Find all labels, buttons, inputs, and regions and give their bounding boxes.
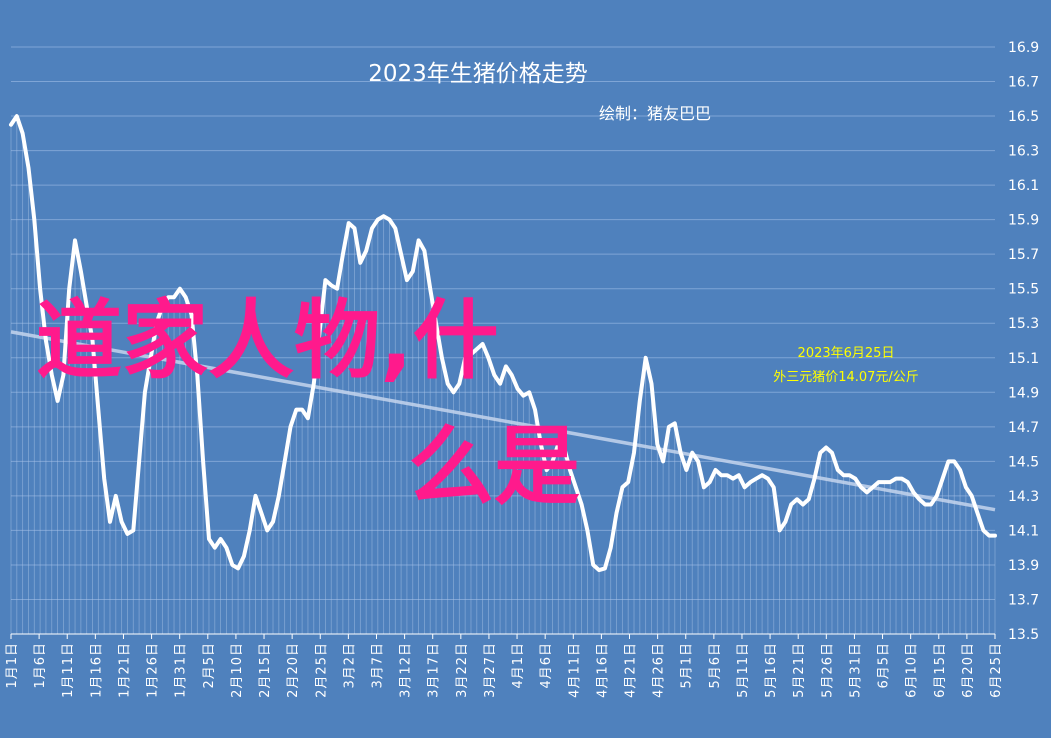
x-tick-label: 4月1日 xyxy=(511,642,526,689)
y-tick-label: 14.1 xyxy=(1008,523,1039,539)
x-tick-label: 5月31日 xyxy=(848,642,863,698)
x-tick-label: 4月26日 xyxy=(652,642,667,698)
x-tick-label: 1月16日 xyxy=(89,642,104,698)
x-axis-ticks: 1月1日 1月6日 1月11日 1月16日 1月21日 1月26日 1月31日 2月5日 2月1… xyxy=(5,634,1004,698)
x-tick-label: 3月7日 xyxy=(370,642,385,689)
annotation-price: 外三元猪价14.07元/公斤 xyxy=(773,370,919,385)
y-tick-label: 15.1 xyxy=(1008,351,1039,367)
value-drop-lines xyxy=(10,116,996,634)
x-tick-label: 1月11日 xyxy=(61,642,76,698)
watermark-line-1: 道家人物,什 xyxy=(36,291,499,391)
y-tick-label: 15.3 xyxy=(1008,316,1039,332)
x-tick-label: 6月15日 xyxy=(933,642,948,698)
x-tick-label: 6月10日 xyxy=(905,642,920,698)
x-tick-label: 6月20日 xyxy=(961,642,976,698)
x-tick-label: 3月17日 xyxy=(427,642,442,698)
x-tick-label: 4月6日 xyxy=(539,642,554,689)
y-tick-label: 15.9 xyxy=(1008,213,1039,229)
x-tick-label: 1月21日 xyxy=(117,642,132,698)
y-axis-ticks: 13.5 13.7 13.9 14.1 14.3 14.5 14.7 14.9 15.1 15.3… xyxy=(1008,40,1039,643)
x-tick-label: 5月11日 xyxy=(736,642,751,698)
watermark-line-2: 么是 xyxy=(408,417,580,517)
y-tick-label: 13.5 xyxy=(1008,627,1039,643)
x-tick-label: 2月10日 xyxy=(230,642,245,698)
x-tick-label: 6月5日 xyxy=(877,642,892,689)
y-tick-label: 16.7 xyxy=(1008,75,1039,91)
y-tick-label: 16.9 xyxy=(1008,40,1039,56)
y-tick-label: 15.7 xyxy=(1008,247,1039,263)
x-tick-label: 4月11日 xyxy=(567,642,582,698)
y-tick-label: 14.3 xyxy=(1008,489,1039,505)
series-line-price xyxy=(9,114,997,573)
y-tick-label: 16.1 xyxy=(1008,178,1039,194)
x-tick-label: 5月16日 xyxy=(764,642,779,698)
y-tick-label: 13.9 xyxy=(1008,558,1039,574)
x-tick-label: 5月21日 xyxy=(792,642,807,698)
y-tick-label: 14.5 xyxy=(1008,454,1039,470)
x-tick-label: 3月27日 xyxy=(483,642,498,698)
y-tick-label: 16.5 xyxy=(1008,109,1039,125)
x-tick-label: 2月20日 xyxy=(286,642,301,698)
annotation-date: 2023年6月25日 xyxy=(798,346,895,361)
y-tick-label: 14.9 xyxy=(1008,385,1039,401)
x-tick-label: 3月2日 xyxy=(342,642,357,689)
x-tick-label: 3月22日 xyxy=(455,642,470,698)
chart-subtitle: 绘制：猪友巴巴 xyxy=(599,104,711,123)
gridlines xyxy=(11,46,995,635)
x-tick-label: 5月1日 xyxy=(680,642,695,689)
x-tick-label: 1月1日 xyxy=(5,642,20,689)
y-tick-label: 13.7 xyxy=(1008,592,1039,608)
x-tick-label: 2月5日 xyxy=(202,642,217,689)
x-tick-label: 6月25日 xyxy=(989,642,1004,698)
x-tick-label: 3月12日 xyxy=(399,642,414,698)
trend-line xyxy=(10,330,996,512)
x-tick-label: 1月6日 xyxy=(33,642,48,689)
x-tick-label: 4月16日 xyxy=(595,642,610,698)
y-tick-label: 16.3 xyxy=(1008,144,1039,160)
chart-title: 2023年生猪价格走势 xyxy=(368,61,588,87)
y-tick-label: 14.7 xyxy=(1008,420,1039,436)
x-tick-label: 2月15日 xyxy=(258,642,273,698)
x-tick-label: 2月25日 xyxy=(314,642,329,698)
x-tick-label: 5月26日 xyxy=(820,642,835,698)
y-tick-label: 15.5 xyxy=(1008,282,1039,298)
x-tick-label: 1月26日 xyxy=(146,642,161,698)
x-tick-label: 5月6日 xyxy=(708,642,723,689)
x-tick-label: 4月21日 xyxy=(624,642,639,698)
x-tick-label: 1月31日 xyxy=(174,642,189,698)
